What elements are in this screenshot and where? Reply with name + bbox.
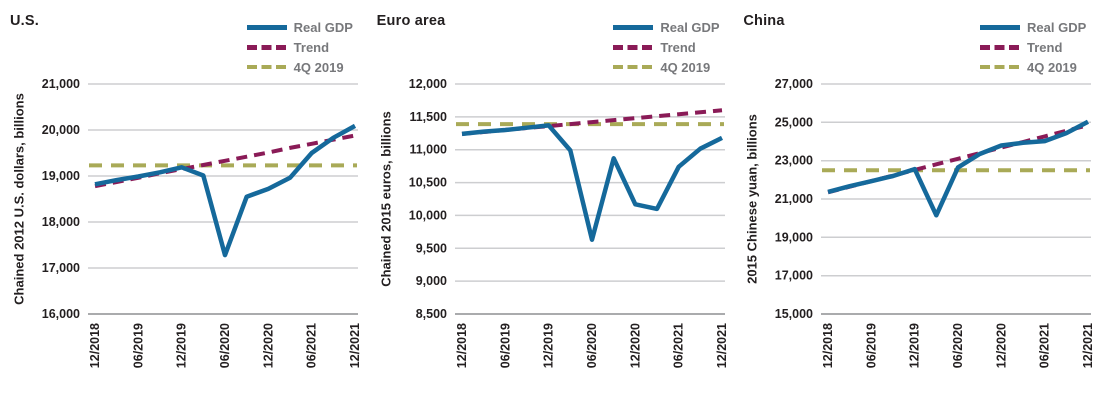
q4-2019-dashed-line-swatch bbox=[980, 65, 1021, 69]
svg-text:10,500: 10,500 bbox=[408, 176, 446, 190]
svg-text:11,000: 11,000 bbox=[409, 143, 447, 157]
svg-text:23,000: 23,000 bbox=[775, 154, 813, 168]
svg-text:12/2020: 12/2020 bbox=[995, 323, 1009, 368]
svg-text:11,500: 11,500 bbox=[409, 110, 447, 124]
svg-text:20,000: 20,000 bbox=[42, 123, 80, 137]
trend-dashed-line-swatch bbox=[613, 44, 654, 50]
chart-panel-us: U.S. Real GDP Trend 4Q 2019 21,000 20,000… bbox=[0, 0, 367, 400]
svg-text:16,000: 16,000 bbox=[42, 307, 80, 321]
trend-dashed-line-swatch bbox=[246, 44, 287, 50]
legend-item-trend: Trend bbox=[980, 37, 1091, 57]
svg-text:12/2018: 12/2018 bbox=[455, 323, 469, 368]
legend-item-real-gdp: Real GDP bbox=[980, 17, 1091, 37]
svg-text:06/2020: 06/2020 bbox=[218, 323, 232, 368]
svg-text:06/2019: 06/2019 bbox=[131, 323, 145, 368]
svg-text:12/2020: 12/2020 bbox=[628, 323, 642, 368]
chart-title-us: U.S. bbox=[10, 13, 39, 29]
chart-title-china: China bbox=[743, 13, 785, 29]
svg-text:06/2021: 06/2021 bbox=[671, 323, 685, 368]
legend-china: Real GDP Trend 4Q 2019 bbox=[980, 17, 1091, 77]
legend-label-trend: Trend bbox=[293, 39, 330, 55]
svg-text:21,000: 21,000 bbox=[775, 192, 813, 206]
trend-dashed-line-swatch bbox=[980, 44, 1021, 50]
line-chart-china: 27,000 25,000 23,000 21,000 19,000 17,000 15,0… bbox=[745, 77, 1096, 368]
svg-text:9,500: 9,500 bbox=[415, 241, 446, 255]
svg-text:17,000: 17,000 bbox=[42, 261, 80, 275]
svg-text:19,000: 19,000 bbox=[42, 169, 80, 183]
legend-label-4q-2019: 4Q 2019 bbox=[1027, 59, 1077, 75]
svg-text:12,000: 12,000 bbox=[408, 77, 446, 91]
svg-text:12/2018: 12/2018 bbox=[88, 323, 102, 368]
svg-text:06/2020: 06/2020 bbox=[951, 323, 965, 368]
legend-item-real-gdp: Real GDP bbox=[246, 17, 358, 37]
svg-text:Chained 2015 euros, billions: Chained 2015 euros, billions bbox=[378, 111, 393, 287]
legend-label-trend: Trend bbox=[1027, 39, 1063, 55]
svg-text:06/2019: 06/2019 bbox=[498, 323, 512, 368]
svg-text:06/2021: 06/2021 bbox=[305, 323, 319, 368]
legend-item-4q-2019: 4Q 2019 bbox=[980, 57, 1091, 77]
legend-label-real-gdp: Real GDP bbox=[660, 19, 720, 35]
legend-item-4q-2019: 4Q 2019 bbox=[613, 57, 724, 77]
q4-2019-dashed-line-swatch bbox=[613, 65, 654, 69]
svg-text:15,000: 15,000 bbox=[775, 307, 813, 321]
svg-text:12/2019: 12/2019 bbox=[908, 323, 922, 368]
real-gdp-line-swatch bbox=[613, 24, 654, 30]
real-gdp-line-swatch bbox=[980, 24, 1021, 30]
svg-text:06/2020: 06/2020 bbox=[585, 323, 599, 368]
svg-text:21,000: 21,000 bbox=[42, 77, 80, 91]
svg-text:18,000: 18,000 bbox=[42, 215, 80, 229]
svg-text:12/2018: 12/2018 bbox=[821, 323, 835, 368]
q4-2019-dashed-line-swatch bbox=[246, 65, 287, 69]
legend-item-trend: Trend bbox=[246, 37, 358, 57]
legend-us: Real GDP Trend 4Q 2019 bbox=[246, 17, 358, 77]
legend-label-real-gdp: Real GDP bbox=[293, 19, 353, 35]
chart-panel-euro-area: Euro area Real GDP Trend 4Q 2019 12,000 1… bbox=[367, 0, 734, 400]
svg-text:10,000: 10,000 bbox=[408, 208, 446, 222]
svg-text:12/2021: 12/2021 bbox=[1081, 323, 1095, 368]
line-chart-euro-area: 12,000 11,500 11,000 10,500 10,000 9,500 9,000… bbox=[378, 77, 729, 368]
legend-euro-area: Real GDP Trend 4Q 2019 bbox=[613, 17, 724, 77]
legend-item-real-gdp: Real GDP bbox=[613, 17, 724, 37]
svg-text:12/2021: 12/2021 bbox=[348, 323, 362, 368]
svg-text:06/2021: 06/2021 bbox=[1038, 323, 1052, 368]
svg-text:8,500: 8,500 bbox=[415, 307, 446, 321]
chart-title-euro-area: Euro area bbox=[376, 13, 446, 29]
legend-label-4q-2019: 4Q 2019 bbox=[293, 59, 344, 75]
real-gdp-line-swatch bbox=[246, 24, 287, 30]
svg-text:12/2019: 12/2019 bbox=[541, 323, 555, 368]
svg-text:2015 Chinese yuan, billions: 2015 Chinese yuan, billions bbox=[745, 114, 760, 284]
line-chart-us: 21,000 20,000 19,000 18,000 17,000 16,000 12/2… bbox=[12, 77, 363, 368]
svg-text:19,000: 19,000 bbox=[775, 230, 813, 244]
svg-text:12/2019: 12/2019 bbox=[175, 323, 189, 368]
legend-label-real-gdp: Real GDP bbox=[1027, 19, 1087, 35]
svg-text:12/2021: 12/2021 bbox=[715, 323, 729, 368]
svg-text:25,000: 25,000 bbox=[775, 115, 813, 129]
svg-text:06/2019: 06/2019 bbox=[865, 323, 879, 368]
legend-item-trend: Trend bbox=[613, 37, 724, 57]
svg-text:9,000: 9,000 bbox=[415, 274, 446, 288]
svg-text:17,000: 17,000 bbox=[775, 269, 813, 283]
legend-label-trend: Trend bbox=[660, 39, 696, 55]
svg-text:12/2020: 12/2020 bbox=[261, 323, 275, 368]
svg-text:Chained 2012 U.S. dollars, bil: Chained 2012 U.S. dollars, billions bbox=[12, 93, 27, 305]
chart-panel-china: China Real GDP Trend 4Q 2019 27,000 25,00… bbox=[733, 0, 1100, 400]
legend-label-4q-2019: 4Q 2019 bbox=[660, 59, 711, 75]
svg-text:27,000: 27,000 bbox=[775, 77, 813, 91]
legend-item-4q-2019: 4Q 2019 bbox=[246, 57, 358, 77]
